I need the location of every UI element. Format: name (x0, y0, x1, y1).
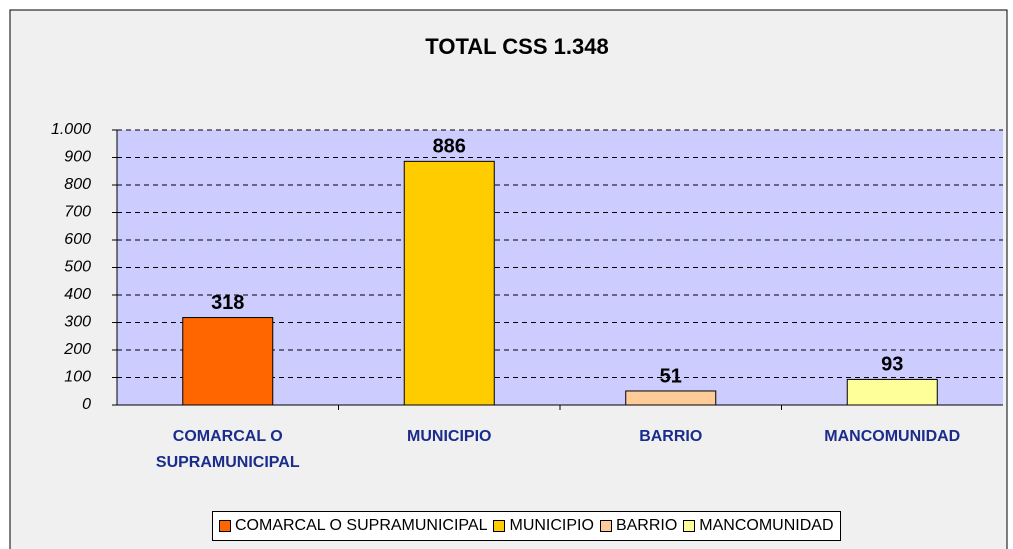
data-label: 318 (211, 292, 244, 314)
y-tick-label: 300 (64, 314, 91, 331)
legend-swatch (683, 520, 696, 532)
x-tick-label: COMARCAL O SUPRAMUNICIPAL (155, 428, 300, 471)
legend-label: COMARCAL O SUPRAMUNICIPAL (235, 517, 488, 534)
bar (625, 390, 717, 406)
legend-swatch (219, 520, 231, 532)
legend-swatch (493, 520, 506, 532)
y-tick-label: 700 (64, 204, 91, 221)
legend-label: MUNICIPIO (509, 517, 594, 534)
y-tick-label: 900 (64, 149, 91, 166)
legend-label: BARRIO (615, 517, 678, 534)
legend-swatch (599, 520, 612, 532)
y-tick-label: 1.000 (51, 121, 91, 138)
chart-title: TOTAL CSS 1.348 (425, 34, 608, 59)
data-label: 51 (660, 365, 682, 387)
x-tick-label: MANCOMUNIDAD (824, 428, 961, 445)
legend-label: MANCOMUNIDAD (699, 517, 834, 534)
legend-item: COMARCAL O SUPRAMUNICIPAL (219, 517, 487, 535)
data-label: 886 (433, 136, 466, 158)
bar (846, 378, 938, 406)
legend-item: MUNICIPIO (493, 517, 594, 535)
x-tick-label: MUNICIPIO (407, 428, 492, 445)
x-tick-label: BARRIO (639, 428, 703, 445)
data-label: 93 (881, 354, 903, 376)
y-tick-label: 600 (64, 231, 91, 248)
bar (403, 160, 495, 406)
y-tick-label: 100 (64, 369, 91, 386)
legend: COMARCAL O SUPRAMUNICIPAL MUNICIPIO BARRIO… (212, 511, 841, 541)
y-tick-label: 800 (64, 176, 91, 193)
legend-item: MANCOMUNIDAD (683, 517, 834, 535)
y-tick-label: 0 (82, 396, 91, 413)
bar (182, 317, 274, 406)
y-tick-label: 400 (64, 286, 91, 303)
legend-item: BARRIO (599, 517, 678, 535)
y-tick-label: 200 (63, 341, 91, 358)
y-tick-label: 500 (64, 259, 91, 276)
